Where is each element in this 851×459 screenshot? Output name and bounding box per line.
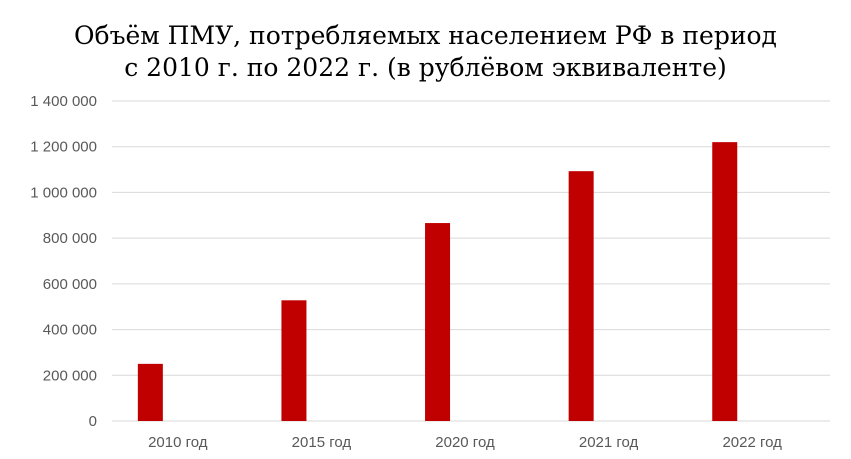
bar (568, 171, 594, 421)
y-tick-label: 400 000 (43, 322, 97, 339)
bar (425, 223, 451, 421)
bar (137, 363, 163, 421)
y-tick-label: 200 000 (43, 367, 97, 384)
chart-title: Объём ПМУ, потребляемых населением РФ в … (0, 20, 851, 84)
x-tick-label: 2020 год (435, 434, 495, 451)
x-tick-label: 2021 год (579, 434, 639, 451)
y-tick-label: 1 400 000 (30, 93, 97, 110)
chart-title-line-2: с 2010 г. по 2022 г. (в рублёвом эквивал… (124, 53, 727, 82)
x-tick-label: 2015 год (292, 434, 352, 451)
bar (712, 142, 738, 421)
chart-title-line-1: Объём ПМУ, потребляемых населением РФ в … (74, 21, 777, 50)
y-tick-label: 800 000 (43, 230, 97, 247)
bar (281, 300, 307, 421)
y-tick-label: 0 (89, 413, 97, 430)
y-tick-label: 1 200 000 (30, 139, 97, 156)
y-tick-label: 1 000 000 (30, 184, 97, 201)
x-tick-label: 2010 год (148, 434, 208, 451)
y-tick-label: 600 000 (43, 276, 97, 293)
x-tick-label: 2022 год (722, 434, 782, 451)
